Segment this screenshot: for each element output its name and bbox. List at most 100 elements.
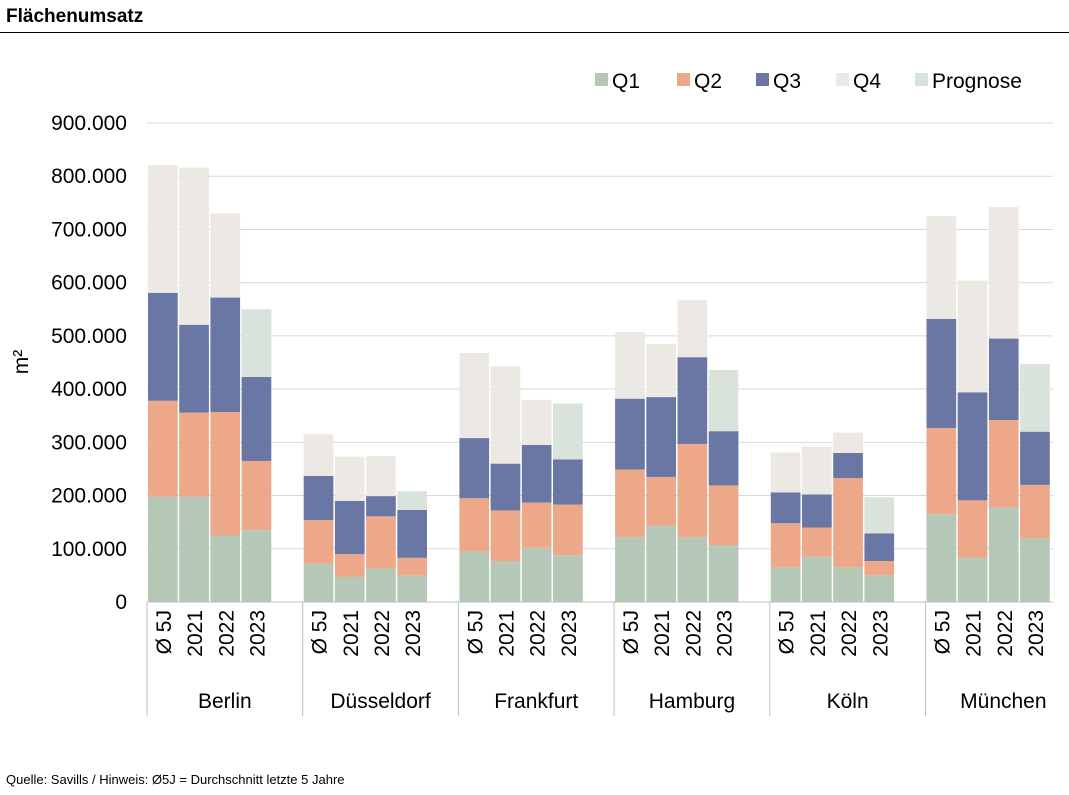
legend-swatch bbox=[677, 73, 690, 86]
bar-segment bbox=[615, 469, 645, 538]
group-label: Köln bbox=[827, 690, 869, 713]
bar-segment bbox=[366, 516, 396, 569]
stacked-bar-chart: 0 100.000 200.000 300.000 400.000 500.000 600.… bbox=[10, 70, 1053, 716]
legend-swatch bbox=[836, 73, 849, 86]
bar-segment bbox=[864, 561, 895, 576]
x-tick-label: Ø 5J bbox=[776, 610, 799, 654]
bar-segment bbox=[708, 369, 739, 432]
bar-segment bbox=[490, 561, 521, 602]
x-tick-label: 2023 bbox=[714, 610, 737, 657]
x-tick-label: 2022 bbox=[527, 610, 550, 657]
title-divider bbox=[0, 32, 1069, 33]
x-tick-label: 2023 bbox=[869, 610, 892, 657]
bar-segment bbox=[521, 547, 552, 602]
legend-swatch bbox=[756, 73, 769, 86]
bar-segment bbox=[553, 555, 583, 602]
bar-segment bbox=[241, 530, 272, 602]
bar-segment bbox=[802, 556, 832, 602]
bar-segment bbox=[926, 318, 957, 428]
x-tick-label: 2021 bbox=[963, 610, 986, 657]
bar-segment bbox=[988, 207, 1019, 339]
group-label: Berlin bbox=[198, 690, 252, 713]
bar-segment bbox=[553, 403, 583, 460]
y-tick-label: 300.000 bbox=[51, 431, 127, 454]
x-tick-label: Ø 5J bbox=[931, 610, 954, 654]
y-tick-label: 600.000 bbox=[51, 272, 127, 295]
bar-segment bbox=[1020, 431, 1050, 485]
bar-segment bbox=[988, 419, 1019, 508]
bar-segment bbox=[148, 292, 178, 401]
y-tick-label: 100.000 bbox=[51, 538, 127, 561]
legend-swatch bbox=[595, 73, 608, 86]
bar-segment bbox=[677, 357, 708, 444]
bar-segment bbox=[521, 502, 552, 548]
bar-segment bbox=[708, 545, 739, 602]
bar-segment bbox=[303, 475, 334, 521]
bar-segment bbox=[179, 167, 209, 325]
x-tick-label: 2022 bbox=[682, 610, 705, 657]
bar-segment bbox=[334, 500, 365, 555]
bar-segment bbox=[770, 567, 801, 602]
bar-segment bbox=[241, 460, 272, 531]
bar-segment bbox=[957, 557, 988, 602]
x-tick-label: 2021 bbox=[495, 610, 518, 657]
chart-title: Flächenumsatz bbox=[6, 6, 144, 27]
bar-segment bbox=[397, 509, 427, 558]
bar-segment bbox=[708, 485, 739, 546]
legend-label: Q2 bbox=[694, 70, 722, 93]
bar-segment bbox=[459, 551, 490, 602]
bar-segment bbox=[926, 216, 957, 319]
bar-segment bbox=[459, 438, 490, 499]
bar-segment bbox=[366, 568, 396, 602]
bar-segment bbox=[1020, 538, 1050, 602]
y-tick-label: 700.000 bbox=[51, 218, 127, 241]
legend-label: Q3 bbox=[773, 70, 801, 93]
bar-segment bbox=[179, 412, 209, 497]
bar-segment bbox=[833, 452, 863, 478]
group-label: Düsseldorf bbox=[330, 690, 431, 713]
x-tick-label: 2021 bbox=[340, 610, 363, 657]
bar-segment bbox=[646, 525, 676, 602]
x-tick-label: Ø 5J bbox=[464, 610, 487, 654]
y-tick-label: 900.000 bbox=[51, 112, 127, 135]
y-tick-label: 200.000 bbox=[51, 485, 127, 508]
legend-label: Q1 bbox=[612, 70, 640, 93]
x-tick-label: 2022 bbox=[994, 610, 1017, 657]
bar-segment bbox=[459, 498, 490, 552]
x-tick-label: Ø 5J bbox=[620, 610, 643, 654]
x-tick-label: Ø 5J bbox=[309, 610, 332, 654]
bar-segment bbox=[366, 456, 396, 497]
x-tick-label: 2021 bbox=[807, 610, 830, 657]
x-tick-label: 2022 bbox=[215, 610, 238, 657]
bar-segment bbox=[1020, 484, 1050, 539]
bar-segment bbox=[397, 575, 427, 602]
bar-segment bbox=[553, 504, 583, 556]
bar-segment bbox=[864, 533, 895, 562]
bar-segment bbox=[521, 399, 552, 445]
bar-segment bbox=[833, 477, 863, 568]
bar-segment bbox=[677, 300, 708, 358]
bar-segment bbox=[864, 575, 895, 602]
bar-segment bbox=[210, 297, 241, 412]
bar-segment bbox=[926, 514, 957, 602]
bar-segment bbox=[366, 496, 396, 517]
x-tick-label: 2022 bbox=[838, 610, 861, 657]
x-tick-label: 2023 bbox=[558, 610, 581, 657]
y-tick-label: 400.000 bbox=[51, 378, 127, 401]
bar-segment bbox=[615, 537, 645, 602]
y-tick-label: 0 bbox=[115, 591, 127, 614]
bar-segment bbox=[770, 523, 801, 568]
bar-segment bbox=[490, 366, 521, 464]
legend-label: Prognose bbox=[932, 70, 1022, 93]
bar-segment bbox=[334, 576, 365, 602]
bar-segment bbox=[802, 446, 832, 495]
group-label: Hamburg bbox=[649, 690, 735, 713]
bar-segment bbox=[957, 280, 988, 393]
x-tick-label: 2023 bbox=[246, 610, 269, 657]
bar-segment bbox=[210, 213, 241, 298]
bar-segment bbox=[303, 434, 334, 476]
y-tick-label: 800.000 bbox=[51, 165, 127, 188]
bar-segment bbox=[770, 452, 801, 493]
group-label: München bbox=[960, 690, 1046, 713]
bar-segment bbox=[179, 496, 209, 602]
